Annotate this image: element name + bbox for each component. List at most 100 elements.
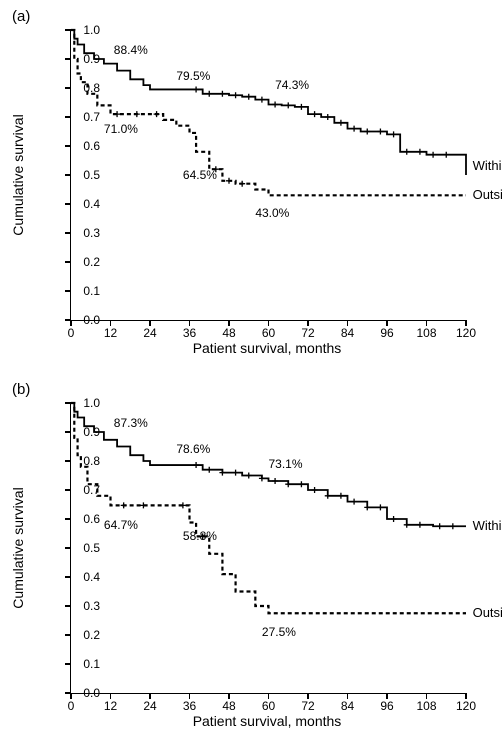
censor-mark: [272, 102, 278, 108]
censor-mark: [338, 120, 344, 126]
annotation: 73.1%: [269, 457, 303, 471]
xtick-label: 108: [416, 326, 436, 340]
series-label-within: Within: [473, 518, 502, 533]
ytick-label: 0.1: [70, 284, 100, 298]
panel-a: (a) Cumulative survival Patient survival…: [0, 0, 502, 370]
censor-mark: [233, 92, 239, 98]
xtick-label: 60: [262, 699, 275, 713]
censor-mark: [351, 499, 357, 505]
censor-mark: [325, 493, 331, 499]
censor-mark: [404, 149, 410, 155]
annotation: 43.0%: [255, 206, 289, 220]
panel-b-xlabel: Patient survival, months: [193, 713, 342, 729]
censor-mark: [364, 129, 370, 135]
ytick-label: 0.3: [70, 226, 100, 240]
censor-mark: [285, 102, 291, 108]
series-outside: [71, 403, 466, 613]
censor-mark: [298, 104, 304, 110]
series-label-within: Within: [473, 158, 502, 173]
ytick-label: 0.5: [70, 541, 100, 555]
censor-mark: [121, 502, 127, 508]
xtick-label: 24: [143, 699, 156, 713]
censor-mark: [417, 149, 423, 155]
panel-a-ylabel: Cumulative survival: [10, 114, 26, 235]
censor-mark: [325, 114, 331, 120]
censor-mark: [114, 111, 120, 117]
ytick-label: 1.0: [70, 23, 100, 37]
panel-b-ylabel: Cumulative survival: [10, 487, 26, 608]
censor-mark: [377, 129, 383, 135]
xtick-label: 0: [68, 326, 75, 340]
series-label-outside: Outside: [473, 187, 502, 202]
censor-mark: [443, 152, 449, 158]
xtick-label: 12: [104, 326, 117, 340]
ytick-label: 0.3: [70, 599, 100, 613]
ytick-label: 0.7: [70, 483, 100, 497]
xtick-label: 36: [183, 326, 196, 340]
ytick-label: 0.4: [70, 197, 100, 211]
censor-mark: [312, 487, 318, 493]
censor-mark: [450, 523, 456, 529]
censor-mark: [239, 181, 245, 187]
censor-mark: [259, 97, 265, 103]
ytick-label: 0.9: [70, 425, 100, 439]
xtick-label: 0: [68, 699, 75, 713]
censor-mark: [391, 516, 397, 522]
censor-mark: [246, 473, 252, 479]
annotation: 64.7%: [104, 518, 138, 532]
ytick-label: 1.0: [70, 396, 100, 410]
xtick-label: 72: [301, 699, 314, 713]
xtick-label: 12: [104, 699, 117, 713]
censor-mark: [193, 462, 199, 468]
xtick-label: 120: [456, 326, 476, 340]
ytick-label: 0.2: [70, 628, 100, 642]
censor-mark: [437, 523, 443, 529]
censor-mark: [417, 522, 423, 528]
ytick-label: 0.8: [70, 454, 100, 468]
censor-mark: [206, 91, 212, 97]
censor-mark: [180, 502, 186, 508]
ytick-label: 0.8: [70, 81, 100, 95]
xtick-label: 84: [341, 699, 354, 713]
xtick-label: 120: [456, 699, 476, 713]
ytick-label: 0.0: [70, 686, 100, 700]
xtick-label: 60: [262, 326, 275, 340]
censor-mark: [134, 111, 140, 117]
censor-mark: [430, 152, 436, 158]
panel-b: (b) Cumulative survival Patient survival…: [0, 373, 502, 743]
censor-mark: [298, 481, 304, 487]
xtick-label: 84: [341, 326, 354, 340]
censor-mark: [246, 94, 252, 100]
annotation: 79.5%: [176, 69, 210, 83]
ytick-label: 0.0: [70, 313, 100, 327]
annotation: 58.8%: [183, 529, 217, 543]
figure-container: (a) Cumulative survival Patient survival…: [0, 0, 502, 743]
censor-mark: [377, 504, 383, 510]
censor-mark: [312, 111, 318, 117]
censor-mark: [140, 502, 146, 508]
series-label-outside: Outside: [473, 605, 502, 620]
panel-a-label: (a): [12, 8, 30, 25]
annotation: 27.5%: [262, 625, 296, 639]
panel-b-plot-area: 0122436486072849610812087.3%78.6%73.1%64…: [70, 403, 466, 694]
annotation: 71.0%: [104, 122, 138, 136]
xtick-label: 108: [416, 699, 436, 713]
annotation: 74.3%: [275, 78, 309, 92]
censor-mark: [219, 91, 225, 97]
ytick-label: 0.1: [70, 657, 100, 671]
censor-mark: [338, 493, 344, 499]
annotation: 88.4%: [114, 43, 148, 57]
censor-mark: [226, 178, 232, 184]
censor-mark: [364, 504, 370, 510]
panel-a-plot-area: 0122436486072849610812088.4%79.5%74.3%71…: [70, 30, 466, 321]
panel-b-svg: [71, 403, 466, 693]
censor-mark: [285, 481, 291, 487]
annotation: 64.5%: [183, 168, 217, 182]
xtick-label: 96: [380, 699, 393, 713]
ytick-label: 0.6: [70, 512, 100, 526]
ytick-label: 0.2: [70, 255, 100, 269]
ytick-label: 0.6: [70, 139, 100, 153]
xtick-label: 96: [380, 326, 393, 340]
ytick-label: 0.7: [70, 110, 100, 124]
censor-mark: [233, 470, 239, 476]
